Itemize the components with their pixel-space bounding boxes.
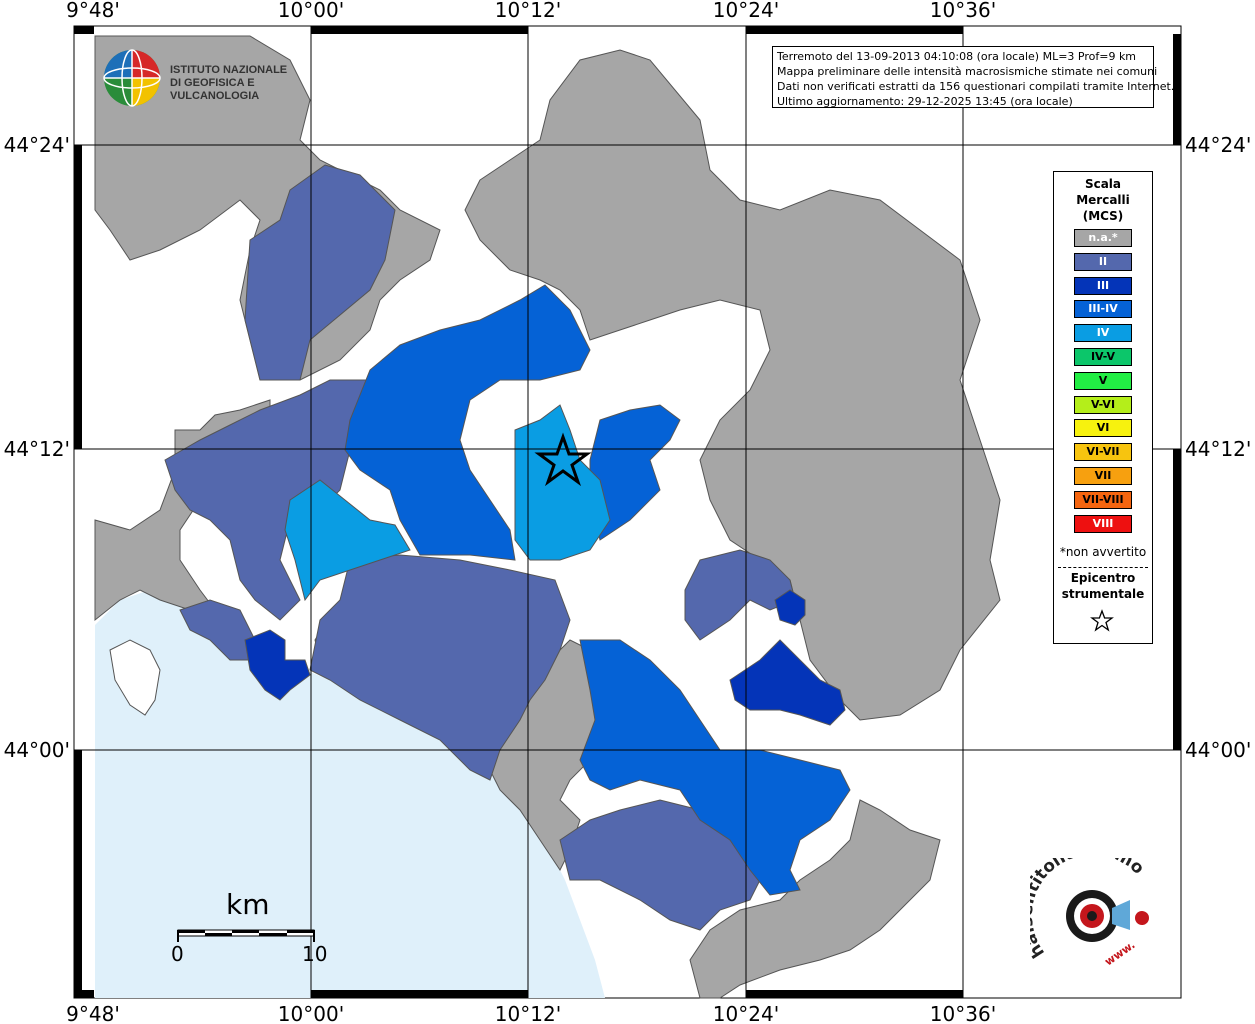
legend-epicenter-label: Epicentro strumentale	[1054, 570, 1152, 602]
event-info-box: Terremoto del 13-09-2013 04:10:08 (ora l…	[772, 46, 1175, 108]
legend-item: V	[1074, 371, 1132, 390]
event-info-line: Ultimo aggiornamento: 29-12-2025 13:45 (…	[777, 95, 1073, 108]
lon-label-bottom: 10°00'	[278, 1002, 344, 1024]
region-iii-iv	[344, 284, 851, 896]
legend-note: *non avvertito	[1059, 545, 1147, 559]
legend-item: III	[1074, 276, 1132, 295]
lon-label-top: 9°48'	[66, 0, 120, 22]
lon-label-top: 10°24'	[713, 0, 779, 22]
lon-label-bottom: 9°48'	[66, 1002, 120, 1024]
graticule	[74, 26, 1181, 998]
ingv-logo: ISTITUTO NAZIONALE DI GEOFISICA E VULCAN…	[100, 46, 310, 112]
legend-item: II	[1074, 252, 1132, 271]
legend-epicenter-line: strumentale	[1061, 587, 1145, 601]
legend-divider	[1058, 567, 1148, 568]
sea-area	[95, 590, 605, 998]
lon-label-bottom: 10°36'	[930, 1002, 996, 1024]
legend-title-line: (MCS)	[1082, 209, 1124, 223]
lat-label-right: 44°12'	[1185, 437, 1251, 461]
lon-label-top: 10°00'	[278, 0, 344, 22]
scale-bar	[177, 929, 315, 942]
legend-item: V-VI	[1074, 395, 1132, 414]
lat-label-right: 44°24'	[1185, 133, 1251, 157]
legend-item: VII	[1074, 467, 1132, 485]
legend-item: IV-V	[1074, 348, 1132, 366]
event-info-line: Terremoto del 13-09-2013 04:10:08 (ora l…	[777, 50, 1137, 63]
mcs-legend: Scala Mercalli (MCS) n.a.* II III III-IV IV I…	[1053, 171, 1153, 644]
legend-title-line: Mercalli	[1076, 193, 1130, 207]
hst-logo-prefix: www.	[1102, 938, 1137, 968]
legend-item: n.a.*	[1074, 229, 1132, 247]
legend-title: Scala Mercalli (MCS)	[1054, 176, 1152, 224]
legend-star-icon	[1090, 609, 1114, 632]
event-info-line: Dati non verificati estratti da 156 ques…	[777, 80, 1175, 93]
lat-label-left: 44°00'	[4, 738, 70, 762]
legend-item: IV	[1074, 324, 1132, 343]
legend-item: VI-VII	[1074, 443, 1132, 462]
legend-epicenter-line: Epicentro	[1070, 571, 1136, 585]
ingv-globe-icon	[103, 49, 161, 107]
lon-label-bottom: 10°24'	[713, 1002, 779, 1024]
legend-item: III-IV	[1074, 300, 1132, 319]
lon-label-top: 10°36'	[930, 0, 996, 22]
lat-label-left: 44°24'	[4, 133, 70, 157]
lon-label-top: 10°12'	[495, 0, 561, 22]
ingv-name-line1: ISTITUTO NAZIONALE	[170, 64, 288, 76]
region-ii	[164, 164, 796, 931]
region-iii	[244, 589, 846, 726]
scale-end-label: 10	[302, 942, 328, 966]
legend-item: VI	[1074, 419, 1132, 438]
ingv-name-line2: DI GEOFISICA E VULCANOLOGIA	[170, 77, 260, 102]
hst-logo: haisentitoilterremoto.it www.	[1030, 858, 1149, 968]
event-info-line: Mappa preliminare delle intensità macros…	[777, 65, 1158, 78]
frame-bars	[74, 26, 1181, 998]
lat-label-left: 44°12'	[4, 437, 70, 461]
legend-item: VIII	[1074, 514, 1132, 533]
lat-label-right: 44°00'	[1185, 738, 1251, 762]
scale-unit-label: km	[226, 888, 270, 921]
legend-item: VII-VIII	[1074, 490, 1132, 509]
scale-start-label: 0	[171, 942, 184, 966]
legend-title-line: Scala	[1084, 177, 1122, 191]
lon-label-bottom: 10°12'	[495, 1002, 561, 1024]
epicenter-star-icon	[534, 432, 592, 487]
